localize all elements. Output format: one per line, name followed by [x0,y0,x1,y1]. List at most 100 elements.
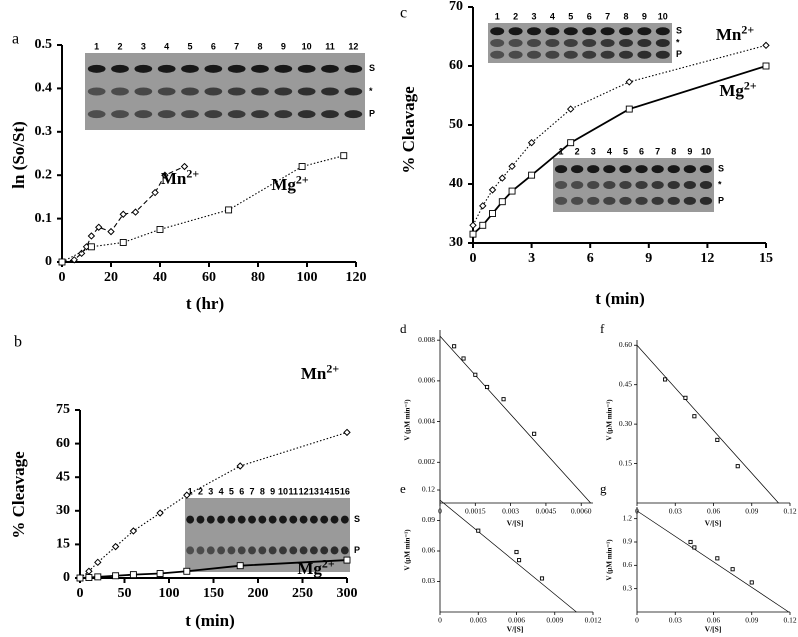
x-tick-label: 12 [700,251,714,266]
gel-band [330,546,339,555]
panel-label: d [400,321,407,336]
y-tick-label: 0.12 [422,485,435,494]
y-tick-label: 0.15 [619,458,632,467]
gel-band [582,39,597,47]
gel-band [587,181,600,189]
lane-label: 3 [591,146,596,156]
lane-label: 10 [658,11,668,21]
gel-band [274,110,293,119]
x-tick-label: 100 [159,586,180,601]
data-point [183,567,191,575]
lane-label: 4 [164,41,169,51]
x-tick-label: 0.012 [585,616,602,625]
gel-band [309,515,318,524]
x-axis-label: t (hr) [186,294,224,313]
lane-label: 15 [330,486,340,496]
gel-band [268,546,277,555]
gel-band [600,39,615,47]
x-tick-label: 0.06 [707,616,720,625]
gel-band [134,64,153,73]
gel-band [321,64,339,73]
gel-band [196,515,205,524]
data-point [715,556,720,561]
y-tick-label: 30 [449,235,463,250]
x-tick-label: 0.0045 [536,507,557,516]
gel-band [699,181,713,189]
gel-band [619,50,633,59]
gel-band [508,27,523,36]
gel-band [248,546,256,555]
gel-band [651,181,664,189]
data-point [236,462,244,470]
gel-band [603,165,616,174]
gel-band [571,196,584,205]
data-point [473,372,478,377]
data-point [343,428,351,437]
y-tick-label: 40 [449,176,463,191]
gel-band [181,64,199,73]
y-axis-label: V (μM min⁻¹) [404,399,412,441]
x-tick-label: 3 [528,251,535,266]
data-point [95,223,103,231]
data-point [87,243,95,251]
gel-image [185,498,350,572]
gel-band [635,181,648,189]
y-tick-label: 75 [56,402,70,417]
gel-band [637,39,652,47]
gel-band [321,110,339,119]
data-point [625,105,633,113]
gel-band [87,110,106,119]
lane-label: 7 [250,486,255,496]
y-tick-label: 0.006 [418,376,435,385]
gel-band [683,181,696,189]
gel-band [297,64,316,73]
y-tick-label: 0.3 [623,583,633,592]
data-point [479,221,487,229]
series-label: Mn2+ [716,22,754,44]
y-axis-label: V (μM min⁻¹) [606,539,614,581]
y-tick-label: 0.9 [623,537,633,546]
data-point [76,574,84,582]
panel-label: g [600,481,607,496]
x-tick-label: 0.006 [508,616,525,625]
x-tick-label: 100 [297,270,318,285]
data-point [527,138,536,147]
y-tick-label: 50 [449,117,463,132]
data-point [692,414,697,419]
gel-band [251,110,269,119]
gel-band [563,27,578,36]
data-point [85,574,93,582]
gel-band [274,87,293,96]
lane-label: 13 [309,486,319,496]
y-axis-label: V (μM min⁻¹) [606,399,614,441]
y-tick-label: 60 [449,58,463,73]
x-tick-label: 80 [251,270,265,285]
gel-band [248,515,256,524]
series-label: Mg2+ [271,172,308,194]
data-point [730,567,735,572]
x-tick-label: 0.12 [783,507,796,516]
gel-band [268,515,277,524]
lane-label: 9 [270,486,275,496]
x-tick-label: 0.0015 [465,507,486,516]
data-point [119,210,127,218]
lane-label: 10 [701,146,711,156]
gel-band [274,64,293,73]
data-point [489,210,496,217]
x-tick-label: 0 [470,251,477,266]
gel-band [545,39,560,47]
gel-band [206,515,215,524]
fit-line [636,345,779,504]
gel-band [227,515,236,524]
lane-label: 8 [260,486,265,496]
lane-label: 9 [281,41,286,51]
data-point [539,576,545,581]
gel-band [667,181,680,189]
gel-band [651,196,664,205]
gel-band [157,87,176,96]
gel-band [508,39,523,47]
gel-band [111,64,129,73]
lane-label: 12 [348,41,358,51]
y-axis-label: % Cleavage [9,451,28,539]
